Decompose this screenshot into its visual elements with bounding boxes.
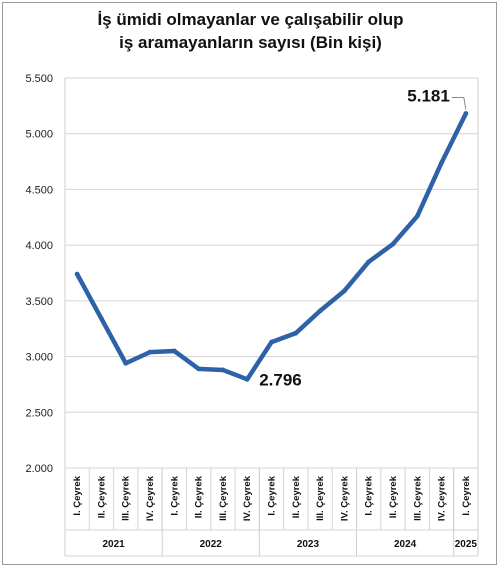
data-point bbox=[366, 259, 372, 265]
x-tick-label: I. Çeyrek bbox=[169, 475, 180, 515]
data-point bbox=[99, 316, 104, 322]
x-tick-label: III. Çeyrek bbox=[218, 475, 229, 521]
data-point bbox=[123, 360, 129, 366]
x-tick-label: II. Çeyrek bbox=[194, 475, 205, 518]
year-label: 2024 bbox=[394, 539, 417, 550]
y-tick-label: 3.500 bbox=[25, 296, 53, 308]
x-tick-label: I. Çeyrek bbox=[364, 475, 375, 515]
x-tick-label: II. Çeyrek bbox=[388, 475, 399, 518]
x-tick-label: II. Çeyrek bbox=[96, 475, 107, 518]
data-label-leader bbox=[451, 97, 467, 110]
data-point bbox=[293, 330, 299, 336]
data-label: 5.181 bbox=[407, 87, 450, 106]
x-tick-label: I. Çeyrek bbox=[461, 475, 472, 515]
x-tick-label: II. Çeyrek bbox=[291, 475, 302, 518]
data-point bbox=[414, 213, 420, 219]
data-point bbox=[147, 349, 153, 355]
data-point bbox=[74, 271, 80, 277]
x-tick-label: IV. Çeyrek bbox=[437, 475, 448, 521]
x-tick-label: III. Çeyrek bbox=[412, 475, 423, 521]
y-tick-label: 4.000 bbox=[25, 240, 53, 252]
year-label: 2023 bbox=[297, 539, 320, 550]
x-tick-label: I. Çeyrek bbox=[72, 475, 83, 515]
y-tick-label: 5.500 bbox=[25, 73, 53, 85]
data-point bbox=[269, 339, 274, 345]
data-label: 2.796 bbox=[259, 370, 302, 389]
data-point bbox=[220, 367, 226, 373]
x-tick-label: III. Çeyrek bbox=[121, 475, 132, 521]
data-point bbox=[463, 111, 469, 116]
x-tick-label: IV. Çeyrek bbox=[339, 475, 350, 521]
year-label: 2021 bbox=[102, 539, 125, 550]
data-point bbox=[244, 376, 250, 382]
y-tick-label: 2.000 bbox=[25, 463, 53, 475]
data-point bbox=[341, 288, 347, 294]
data-point bbox=[439, 160, 444, 166]
y-tick-label: 2.500 bbox=[25, 407, 53, 419]
y-tick-label: 3.000 bbox=[25, 352, 53, 364]
x-tick-label: IV. Çeyrek bbox=[242, 475, 253, 521]
data-point bbox=[390, 241, 396, 247]
data-point bbox=[196, 366, 202, 372]
x-tick-label: I. Çeyrek bbox=[267, 475, 278, 515]
data-point bbox=[317, 308, 323, 314]
y-tick-label: 5.000 bbox=[25, 129, 53, 141]
chart-title: İş ümidi olmayanlar ve çalışabilir olup bbox=[97, 10, 404, 29]
x-tick-label: IV. Çeyrek bbox=[145, 475, 156, 521]
data-point bbox=[171, 348, 177, 354]
year-label: 2022 bbox=[200, 539, 223, 550]
y-tick-label: 4.500 bbox=[25, 184, 53, 196]
series-line bbox=[74, 111, 469, 382]
chart-subtitle: iş aramayanların sayısı (Bin kişi) bbox=[119, 33, 382, 52]
year-label: 2025 bbox=[455, 539, 478, 550]
x-tick-label: III. Çeyrek bbox=[315, 475, 326, 521]
